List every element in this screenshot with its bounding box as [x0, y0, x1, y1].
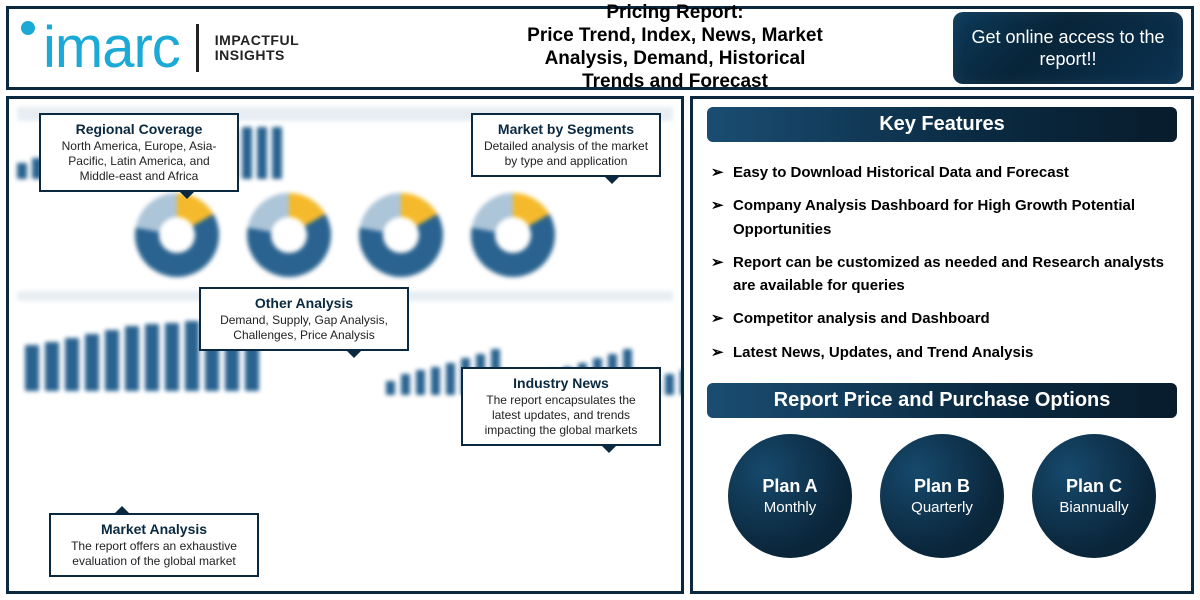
- logo-dot-icon: [21, 21, 35, 35]
- donut-chart-icon: [135, 193, 219, 277]
- callout-segments: Market by Segments Detailed analysis of …: [471, 113, 661, 177]
- title-l2: Price Trend, Index, News, Market: [407, 25, 943, 48]
- callout-other-analysis: Other Analysis Demand, Supply, Gap Analy…: [199, 287, 409, 351]
- feature-item: Report can be customized as needed and R…: [711, 246, 1173, 303]
- title-l3: Analysis, Demand, Historical: [407, 48, 943, 71]
- plan-period: Quarterly: [911, 499, 973, 516]
- donut-chart-icon: [247, 193, 331, 277]
- cta-label: Get online access to the report!!: [967, 26, 1169, 71]
- callout-body: North America, Europe, Asia-Pacific, Lat…: [51, 139, 227, 184]
- callout-regional: Regional Coverage North America, Europe,…: [39, 113, 239, 192]
- key-features-list: Easy to Download Historical Data and For…: [707, 150, 1177, 375]
- callout-industry-news: Industry News The report encapsulates th…: [461, 367, 661, 446]
- plan-name: Plan A: [762, 476, 817, 497]
- callout-body: The report encapsulates the latest updat…: [473, 393, 649, 438]
- title-l1: Pricing Report:: [407, 2, 943, 25]
- logo-separator: [196, 24, 199, 72]
- report-title: Pricing Report: Price Trend, Index, News…: [407, 2, 943, 93]
- header-bar: imarc IMPACTFUL INSIGHTS Pricing Report:…: [6, 6, 1194, 90]
- plan-period: Monthly: [764, 499, 817, 516]
- callout-body: The report offers an exhaustive evaluati…: [61, 539, 247, 569]
- callout-title: Market Analysis: [61, 521, 247, 537]
- plan-row: Plan A Monthly Plan B Quarterly Plan C Biannu…: [707, 434, 1177, 558]
- feature-item: Latest News, Updates, and Trend Analysis: [711, 336, 1173, 369]
- logo-tag-l2: INSIGHTS: [215, 47, 285, 63]
- logo-tagline: IMPACTFUL INSIGHTS: [215, 33, 299, 64]
- feature-item: Easy to Download Historical Data and For…: [711, 156, 1173, 189]
- callout-title: Industry News: [473, 375, 649, 391]
- plan-period: Biannually: [1059, 499, 1128, 516]
- key-features-heading: Key Features: [707, 107, 1177, 142]
- feature-item: Company Analysis Dashboard for High Grow…: [711, 189, 1173, 246]
- right-info-panel: Key Features Easy to Download Historical…: [690, 96, 1194, 594]
- feature-item: Competitor analysis and Dashboard: [711, 302, 1173, 335]
- donut-chart-icon: [471, 193, 555, 277]
- plan-name: Plan B: [914, 476, 970, 497]
- logo-tag-l1: IMPACTFUL: [215, 32, 299, 48]
- plan-option-plan-c[interactable]: Plan C Biannually: [1032, 434, 1156, 558]
- dashboard-preview-panel: Regional Coverage North America, Europe,…: [6, 96, 684, 594]
- callout-title: Other Analysis: [211, 295, 397, 311]
- logo-block: imarc IMPACTFUL INSIGHTS: [17, 21, 397, 75]
- callout-body: Detailed analysis of the market by type …: [483, 139, 649, 169]
- plan-option-plan-b[interactable]: Plan B Quarterly: [880, 434, 1004, 558]
- cta-get-access-button[interactable]: Get online access to the report!!: [953, 12, 1183, 84]
- title-l4: Trends and Forecast: [407, 71, 943, 94]
- donut-chart-icon: [359, 193, 443, 277]
- callout-body: Demand, Supply, Gap Analysis, Challenges…: [211, 313, 397, 343]
- purchase-options-heading: Report Price and Purchase Options: [707, 383, 1177, 418]
- plan-option-plan-a[interactable]: Plan A Monthly: [728, 434, 852, 558]
- callout-title: Regional Coverage: [51, 121, 227, 137]
- logo-wordmark: imarc: [43, 22, 180, 74]
- callout-market-analysis: Market Analysis The report offers an exh…: [49, 513, 259, 577]
- callout-title: Market by Segments: [483, 121, 649, 137]
- plan-name: Plan C: [1066, 476, 1122, 497]
